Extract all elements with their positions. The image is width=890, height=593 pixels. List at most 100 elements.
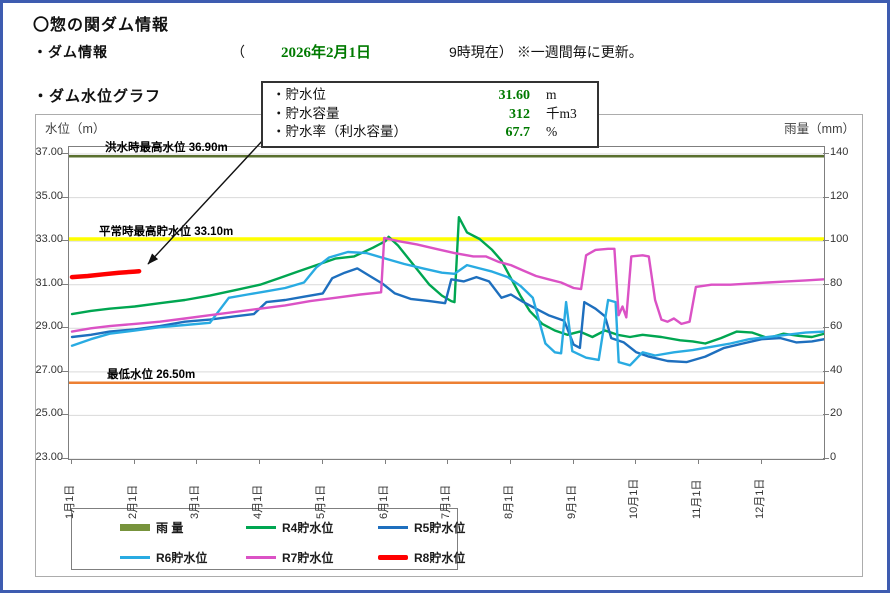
legend-label: R5貯水位 <box>414 521 466 535</box>
x-axis-tick-label: 11月1日 <box>691 479 703 519</box>
left-axis-tick <box>62 240 68 242</box>
chart-legend: 雨 量 R4貯水位 R5貯水位 R6貯水位 R7貯水位 R8貯水位 <box>71 508 465 570</box>
right-axis-tick <box>823 370 829 372</box>
right-axis-tick <box>823 153 829 154</box>
x-axis-tick <box>572 459 574 464</box>
x-axis-tick-label: 10月1日 <box>628 478 641 519</box>
series-R6貯水位 <box>70 250 824 367</box>
legend-item-r7: R7貯水位 <box>246 549 378 566</box>
callout-row-storage-level: ・貯水位 31.60 m <box>272 87 557 103</box>
normal-max-level-label: 平常時最高貯水位 33.10m <box>99 226 234 238</box>
x-axis-tick <box>196 459 198 464</box>
legend-label: R6貯水位 <box>156 551 208 565</box>
x-axis-tick <box>635 459 637 464</box>
left-axis-tick <box>62 414 68 416</box>
graph-section-label: ・ダム水位グラフ <box>33 88 162 105</box>
x-axis-tick-label: 1月1日 <box>64 484 76 519</box>
paren-open: （ <box>231 44 245 60</box>
legend-item-r8: R8貯水位 <box>378 549 465 566</box>
x-axis-tick <box>259 459 261 464</box>
legend-item-r4: R4貯水位 <box>246 519 378 536</box>
legend-swatch <box>246 556 276 559</box>
left-axis-tick <box>62 153 68 154</box>
x-axis-tick-label: 3月1日 <box>189 484 202 519</box>
left-axis-tick-label: 31.00 <box>35 276 63 289</box>
right-axis-tick-label: 0 <box>830 451 837 463</box>
legend-item-r5: R5貯水位 <box>378 519 465 536</box>
left-axis-tick <box>62 196 68 198</box>
x-axis-tick <box>760 459 762 464</box>
page-title: 〇惣の関ダム情報 <box>33 17 170 34</box>
x-axis-tick <box>447 459 449 464</box>
callout-row-storage-rate: ・貯水率（利水容量） 67.7 % <box>272 124 558 140</box>
x-axis-tick <box>71 459 72 464</box>
series-R8貯水位 <box>69 268 142 280</box>
right-axis-tick-label: 120 <box>830 189 849 202</box>
callout-row-storage-volume: ・貯水容量 312 千m3 <box>272 105 577 122</box>
x-axis-tick <box>509 459 511 464</box>
report-date: 2026年2月1日 <box>281 45 372 61</box>
plot-area <box>68 146 825 460</box>
minimum-level-label: 最低水位 26.50m <box>107 369 196 381</box>
right-axis-tick <box>823 240 829 242</box>
legend-swatch <box>378 555 408 560</box>
x-axis-tick-label: 6月1日 <box>377 484 390 519</box>
right-axis-tick-label: 100 <box>830 233 849 246</box>
right-axis-tick-label: 80 <box>830 276 843 289</box>
dam-info-row: ・ダム情報 （ 2026年2月1日 9時現在） ※一週間毎に更新。 <box>33 41 643 62</box>
legend-label: 雨 量 <box>156 521 184 535</box>
x-axis-tick <box>698 459 699 464</box>
x-axis-tick-label: 8月1日 <box>502 484 515 519</box>
legend-item-r6: R6貯水位 <box>120 549 246 566</box>
x-axis-tick-label: 7月1日 <box>440 484 453 519</box>
left-axis-tick-label: 23.00 <box>35 451 63 463</box>
legend-swatch <box>120 524 150 531</box>
left-axis-tick <box>62 370 68 372</box>
legend-swatch <box>120 556 150 559</box>
left-axis-tick <box>62 458 68 459</box>
storage-rate-value: 67.7 <box>505 125 531 140</box>
left-axis-tick-label: 33.00 <box>35 233 63 246</box>
dam-info-label: ・ダム情報 <box>33 44 108 60</box>
legend-item-rainfall: 雨 量 <box>120 519 246 536</box>
left-axis-tick <box>62 327 68 329</box>
right-axis-tick <box>823 196 829 198</box>
left-axis-tick <box>62 283 68 285</box>
right-axis-title: 雨量（mm） <box>784 122 855 136</box>
x-axis-tick-label: 9月1日 <box>565 484 578 519</box>
left-axis-title: 水位（m） <box>45 122 106 136</box>
current-values-callout: ・貯水位 31.60 m ・貯水容量 312 千m3 ・貯水率（利水容量） 67… <box>261 81 599 148</box>
update-note: ※一週間毎に更新。 <box>516 44 643 60</box>
x-axis-tick <box>384 459 386 464</box>
x-axis-tick-label: 12月1日 <box>753 478 766 519</box>
right-axis-tick <box>823 414 829 416</box>
legend-label: R8貯水位 <box>414 551 466 565</box>
left-axis-tick-label: 29.00 <box>35 320 63 333</box>
x-axis-tick-label: 2月1日 <box>126 484 139 519</box>
right-axis-tick-label: 60 <box>830 320 843 333</box>
legend-swatch <box>378 526 408 529</box>
right-axis-tick <box>823 283 829 285</box>
series-R4貯水位 <box>70 215 824 345</box>
legend-swatch <box>246 526 276 529</box>
storage-volume-value: 312 <box>509 106 530 122</box>
series-R7貯水位 <box>70 236 824 333</box>
storage-level-value: 31.60 <box>498 88 531 103</box>
right-axis-tick-label: 20 <box>830 407 843 420</box>
x-axis-tick-label: 4月1日 <box>252 484 265 519</box>
left-axis-tick-label: 35.00 <box>35 189 63 202</box>
right-axis-tick <box>823 327 829 329</box>
x-axis-tick <box>321 459 323 464</box>
right-axis-tick-label: 40 <box>830 363 843 376</box>
x-axis-tick <box>133 459 135 464</box>
right-axis-tick-label: 140 <box>830 146 849 158</box>
report-time: 9時現在） <box>449 44 513 60</box>
left-axis-tick-label: 37.00 <box>35 146 63 158</box>
flood-max-level-label: 洪水時最高水位 36.90m <box>105 142 228 154</box>
left-axis-tick-label: 27.00 <box>35 363 63 376</box>
right-axis-tick <box>823 458 829 459</box>
legend-label: R4貯水位 <box>282 521 334 535</box>
legend-label: R7貯水位 <box>282 551 334 565</box>
x-axis-tick-label: 5月1日 <box>314 484 327 519</box>
